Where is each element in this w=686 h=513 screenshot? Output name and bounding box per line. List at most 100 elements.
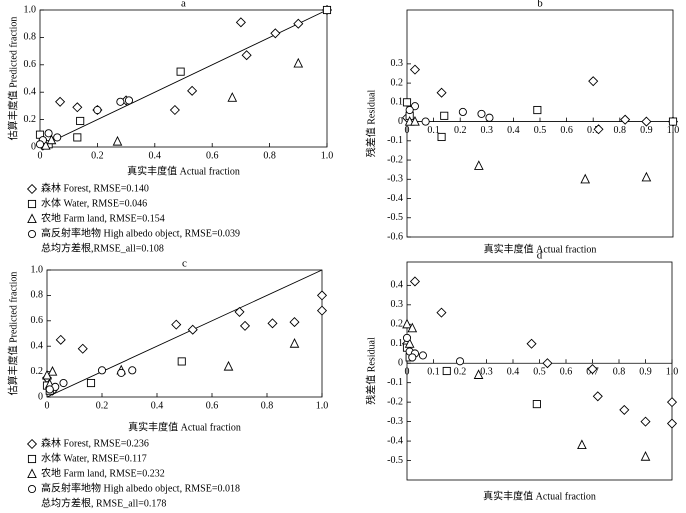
plot-frame <box>406 261 673 481</box>
y-tick-label: -0.4 <box>387 193 403 204</box>
point <box>44 129 53 138</box>
point <box>116 97 125 106</box>
y-tick-label: 0.2 <box>24 114 37 125</box>
point <box>402 318 412 329</box>
y-tick-label: 0 <box>31 141 36 152</box>
x-tick-label: 1.0 <box>666 367 679 378</box>
x-tick-label: 0 <box>405 125 410 136</box>
x-tick-label: 0.8 <box>614 125 627 136</box>
point <box>293 57 304 68</box>
point <box>455 357 465 366</box>
y-tick-label: -0.2 <box>387 154 403 165</box>
x-tick-label: 0.6 <box>206 150 219 161</box>
point <box>588 76 599 87</box>
point <box>187 324 198 335</box>
identity-line <box>46 269 323 398</box>
legend-marker <box>27 484 37 494</box>
point <box>436 307 447 318</box>
x-tick-label: 0.5 <box>534 125 547 136</box>
point <box>440 111 449 120</box>
x-tick-label: 0.7 <box>587 125 600 136</box>
point <box>53 133 62 142</box>
x-axis-label: 真实丰度值 Actual fraction <box>483 489 596 502</box>
legend-marker <box>27 454 37 464</box>
x-tick-label: 0.2 <box>454 125 467 136</box>
x-tick-label: 1.0 <box>316 400 329 411</box>
y-axis-label: 估算丰度值 Predicted fraction <box>6 17 19 141</box>
y-tick-label: 1.0 <box>31 264 44 275</box>
legend-label: 水体 Water, RMSE=0.117 <box>41 452 147 464</box>
x-tick-label: 0.3 <box>481 125 494 136</box>
x-tick-label: 0.4 <box>507 125 520 136</box>
point <box>72 102 83 113</box>
y-tick-label: 0 <box>398 358 403 369</box>
point <box>405 105 414 115</box>
point <box>409 276 420 287</box>
x-tick-label: 0.4 <box>507 367 520 378</box>
point <box>112 135 123 146</box>
point <box>227 92 238 102</box>
legend-label: 高反射率地物 High albedo object, RMSE=0.018 <box>41 481 240 494</box>
point <box>402 333 412 342</box>
legend-label: 农地 Farm land, RMSE=0.154 <box>41 211 165 224</box>
y-tick-label: 0 <box>398 116 403 127</box>
point <box>42 369 52 380</box>
point <box>409 64 421 75</box>
panel-title: c <box>182 258 187 270</box>
x-tick-label: 0 <box>38 150 43 161</box>
legend-label: 水体 Water, RMSE=0.046 <box>41 197 147 209</box>
y-tick-label: -0.5 <box>387 455 403 466</box>
point <box>641 171 652 182</box>
x-tick-label: 0.3 <box>480 367 493 378</box>
point <box>666 418 678 429</box>
point <box>93 105 102 115</box>
point <box>533 105 542 115</box>
legend-marker <box>26 438 38 450</box>
x-tick-label: 0.4 <box>149 150 162 161</box>
point <box>235 17 246 28</box>
point <box>437 132 446 142</box>
x-axis-label: 真实丰度值 Actual fraction <box>128 420 241 433</box>
point <box>640 416 651 427</box>
y-tick-label: 0.8 <box>24 32 37 43</box>
x-tick-label: 0.6 <box>206 400 219 411</box>
y-tick-label: 0.1 <box>391 97 404 108</box>
point <box>587 364 598 375</box>
y-tick-label: 0.4 <box>31 340 44 351</box>
legend-label: 森林 Forest, RMSE=0.236 <box>41 436 149 449</box>
point <box>47 365 58 376</box>
y-tick-label: -0.5 <box>387 212 403 223</box>
point <box>124 96 134 105</box>
x-tick-label: 0.8 <box>261 400 274 411</box>
point <box>666 397 678 408</box>
x-tick-label: 0.9 <box>640 125 653 136</box>
legend-marker <box>27 199 37 209</box>
point <box>473 369 484 379</box>
y-tick-label: 0.3 <box>391 58 404 69</box>
y-tick-label: 0.2 <box>391 77 404 88</box>
y-tick-label: 0.6 <box>31 315 44 326</box>
point <box>59 378 68 388</box>
y-tick-label: -0.2 <box>387 396 403 407</box>
point <box>171 319 182 330</box>
point <box>55 96 66 107</box>
x-tick-label: 0.2 <box>96 400 109 411</box>
x-tick-label: 1.0 <box>321 150 334 161</box>
legend-marker <box>27 229 37 239</box>
point <box>404 338 415 348</box>
point <box>442 366 451 376</box>
point <box>293 18 304 29</box>
point <box>316 290 328 301</box>
x-tick-label: 0.2 <box>454 367 467 378</box>
point <box>177 357 186 366</box>
point <box>408 353 417 362</box>
plot-frame <box>39 9 328 148</box>
legend-marker <box>26 183 38 195</box>
plot-frame <box>46 269 323 398</box>
point <box>577 439 587 450</box>
y-tick-label: 0.4 <box>391 280 404 291</box>
y-tick-label: -0.3 <box>387 416 403 427</box>
x-tick-label: 0.6 <box>560 125 573 136</box>
point <box>86 378 96 388</box>
